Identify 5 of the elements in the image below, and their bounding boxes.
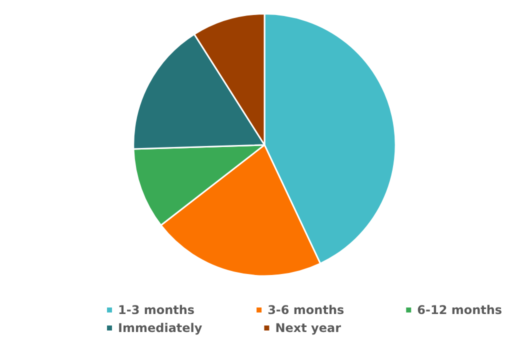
legend-label: 3-6 months [268,303,344,317]
legend-label: Next year [275,321,342,335]
legend-label: 6-12 months [417,303,502,317]
legend-label: 1-3 months [118,303,195,317]
legend-label: Immediately [118,321,202,335]
